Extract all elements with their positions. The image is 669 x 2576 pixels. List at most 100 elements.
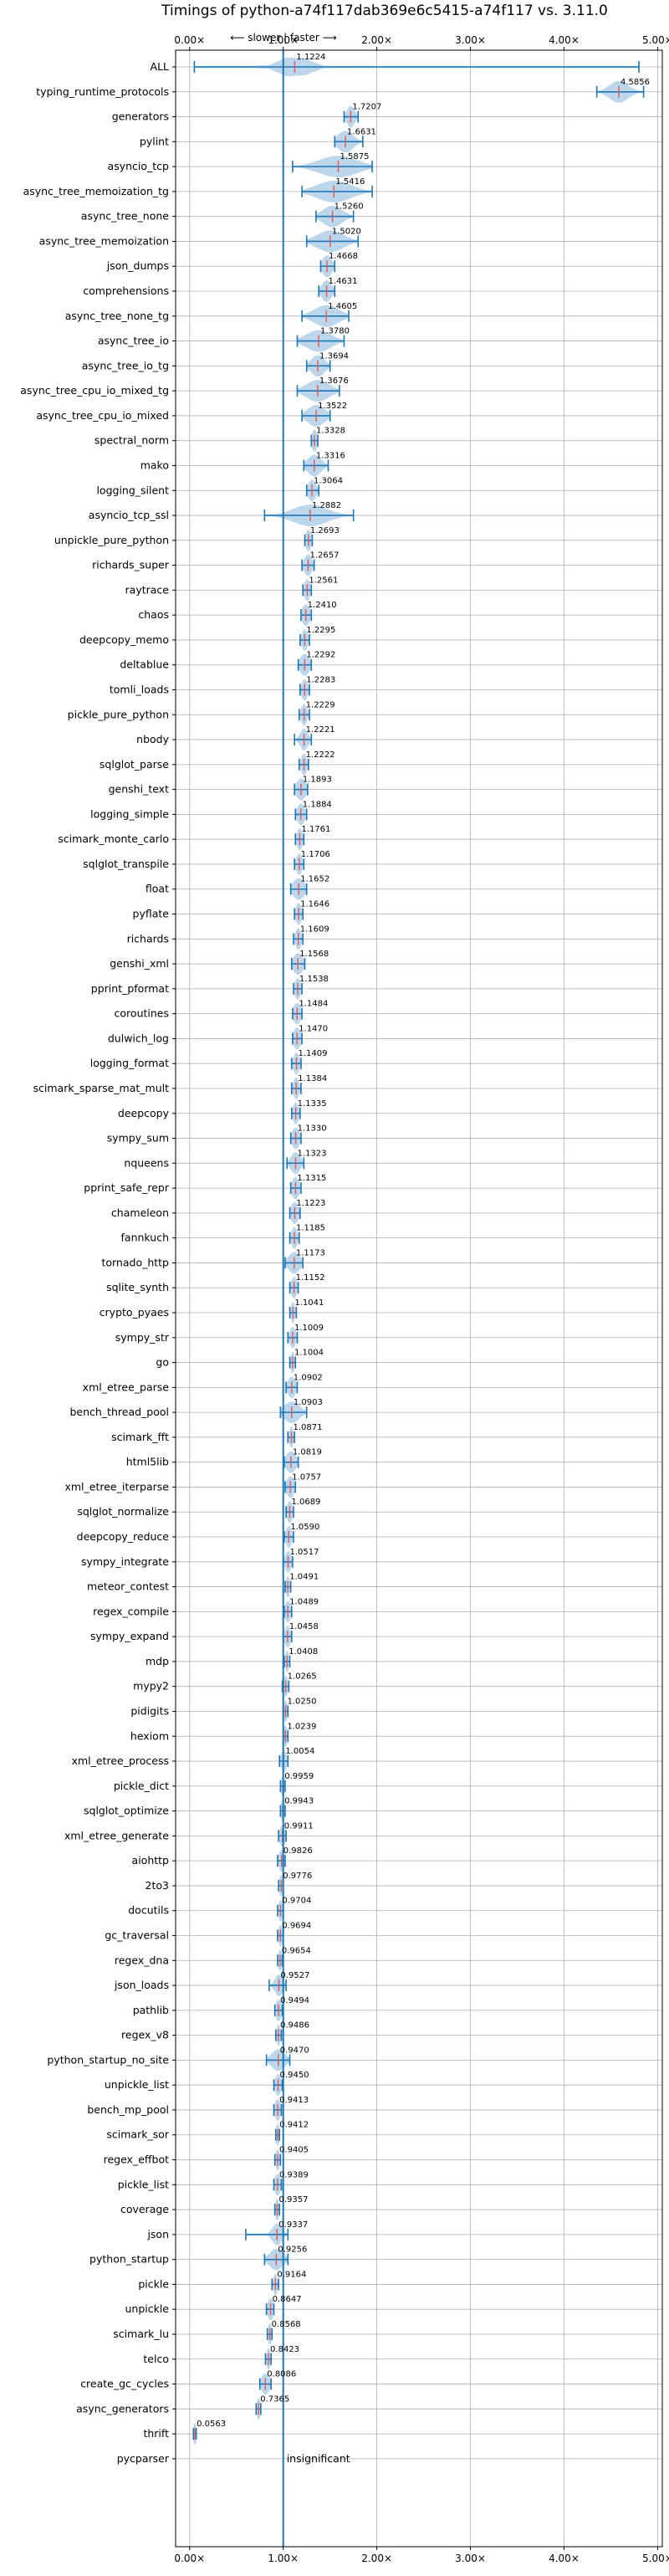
benchmark-label: regex_compile bbox=[93, 1605, 169, 1617]
benchmark-label: richards_super bbox=[92, 559, 170, 571]
median-value-label: 1.0491 bbox=[289, 1573, 319, 1582]
median-value-label: 0.8086 bbox=[267, 2370, 296, 2379]
median-value-label: 1.0902 bbox=[294, 1373, 323, 1382]
median-value-label: 1.1484 bbox=[299, 1000, 328, 1009]
median-value-label: 0.9413 bbox=[279, 2096, 309, 2105]
median-value-label: 1.2221 bbox=[306, 725, 335, 735]
median-value-label: 1.3328 bbox=[316, 427, 345, 436]
median-value-label: 1.7207 bbox=[352, 103, 381, 112]
benchmark-label: docutils bbox=[128, 1904, 169, 1917]
benchmark-label: unpickle bbox=[125, 2302, 169, 2315]
x-tick-label-bottom: 2.00× bbox=[361, 2553, 392, 2564]
benchmark-label: pidigits bbox=[130, 1704, 169, 1717]
benchmark-label: float bbox=[146, 883, 169, 895]
benchmark-label: logging_simple bbox=[90, 807, 169, 820]
median-value-label: 0.9959 bbox=[284, 1772, 314, 1781]
benchmark-label: pyflate bbox=[133, 908, 170, 920]
median-value-label: 0.8647 bbox=[273, 2295, 302, 2304]
benchmark-label: asyncio_tcp_ssl bbox=[89, 509, 169, 521]
benchmark-label: genshi_xml bbox=[110, 957, 169, 970]
benchmark-label: deepcopy_memo bbox=[79, 633, 169, 646]
median-value-label: 1.0458 bbox=[289, 1622, 319, 1631]
benchmark-label: tornado_http bbox=[101, 1256, 169, 1268]
median-value-label: 1.4631 bbox=[329, 277, 358, 286]
median-value-label: 1.1646 bbox=[300, 900, 329, 909]
median-value-label: 1.1609 bbox=[300, 924, 329, 934]
benchmark-label: create_gc_cycles bbox=[80, 2378, 169, 2390]
median-value-label: 1.2229 bbox=[306, 700, 335, 709]
benchmark-label: async_tree_none_tg bbox=[65, 310, 169, 322]
benchmark-label: pprint_safe_repr bbox=[84, 1181, 170, 1194]
median-value-label: 0.9412 bbox=[279, 2121, 309, 2130]
median-value-label: 1.5875 bbox=[340, 152, 369, 161]
benchmark-label: python_startup bbox=[89, 2253, 169, 2266]
median-value-label: 1.0517 bbox=[289, 1548, 319, 1557]
benchmark-label: async_tree_io_tg bbox=[82, 359, 169, 371]
benchmark-label: deepcopy bbox=[118, 1107, 170, 1119]
median-value-label: 1.0054 bbox=[285, 1747, 314, 1756]
benchmark-label: 2to3 bbox=[146, 1879, 169, 1892]
direction-label: ⟵ slower | faster ⟶ bbox=[230, 32, 337, 44]
median-value-label: 0.9494 bbox=[280, 1996, 309, 2005]
median-value-label: 0.9450 bbox=[280, 2071, 309, 2080]
median-value-label: 1.1568 bbox=[299, 950, 329, 959]
median-value-label: 1.2561 bbox=[309, 576, 338, 585]
median-value-label: 1.3676 bbox=[319, 376, 349, 386]
benchmark-label: sqlglot_normalize bbox=[77, 1505, 169, 1518]
benchmark-label: sympy_sum bbox=[107, 1132, 169, 1145]
benchmark-label: dulwich_log bbox=[108, 1032, 169, 1044]
benchmark-label: aiohttp bbox=[132, 1854, 170, 1867]
benchmark-label: xml_etree_generate bbox=[64, 1829, 169, 1841]
median-value-label: 0.9826 bbox=[283, 1846, 313, 1856]
benchmark-label: scimark_sparse_mat_mult bbox=[33, 1082, 170, 1094]
benchmark-label: thrift bbox=[143, 2427, 169, 2440]
median-value-label: 1.1409 bbox=[298, 1049, 327, 1058]
median-value-label: 0.9694 bbox=[282, 1922, 311, 1931]
benchmark-label: chaos bbox=[138, 608, 169, 621]
benchmark-label: async_generators bbox=[76, 2402, 169, 2415]
x-tick-label-top: 5.00× bbox=[642, 34, 669, 46]
benchmark-label: regex_v8 bbox=[121, 2029, 169, 2041]
label-layer: ALL 1.1224 typing_runtime_protocols 4.5856 g… bbox=[20, 53, 650, 2465]
benchmark-label: xml_etree_parse bbox=[83, 1380, 170, 1393]
median-value-label: 1.1335 bbox=[298, 1099, 327, 1109]
median-value-label: 1.1185 bbox=[296, 1224, 325, 1233]
median-value-label: 1.0871 bbox=[293, 1423, 322, 1432]
median-value-label: 1.3316 bbox=[316, 451, 345, 460]
median-value-label: 1.1470 bbox=[299, 1024, 328, 1033]
median-value-label: 1.2882 bbox=[312, 501, 341, 510]
median-value-label: 0.9527 bbox=[280, 1971, 309, 1980]
benchmark-label: python_startup_no_site bbox=[47, 2053, 169, 2066]
benchmark-label: sympy_expand bbox=[90, 1630, 169, 1642]
violin-layer bbox=[192, 57, 645, 2445]
benchmark-label: ALL bbox=[151, 60, 170, 73]
x-tick-label-bottom: 5.00× bbox=[642, 2553, 669, 2564]
benchmark-label: scimark_sor bbox=[106, 2128, 169, 2141]
x-tick-label-bottom: 4.00× bbox=[549, 2553, 580, 2564]
benchmark-label: pycparser bbox=[117, 2452, 170, 2465]
median-value-label: 1.1706 bbox=[301, 850, 330, 859]
median-value-label: 1.2283 bbox=[306, 676, 335, 685]
benchmark-label: mdp bbox=[146, 1655, 169, 1667]
benchmark-label: sqlglot_parse bbox=[100, 758, 169, 771]
axis-layer: 0.00× 0.00× 1.00× 1.00× 2.00× 2.00× 3.00× 3.00×… bbox=[172, 34, 669, 2564]
median-value-label: 0.9164 bbox=[277, 2270, 306, 2279]
benchmark-label: spectral_norm bbox=[94, 434, 169, 447]
median-value-label: 1.2410 bbox=[308, 601, 337, 610]
median-value-label: 1.0265 bbox=[288, 1672, 317, 1682]
median-value-label: 1.1041 bbox=[294, 1298, 324, 1308]
median-value-label: 1.2292 bbox=[306, 651, 335, 660]
x-tick-label-bottom: 0.00× bbox=[174, 2553, 205, 2564]
median-value-label: 1.1323 bbox=[298, 1149, 327, 1158]
median-value-label: 1.1315 bbox=[297, 1174, 326, 1183]
benchmark-label: pickle_list bbox=[118, 2178, 169, 2190]
benchmark-label: async_tree_memoization_tg bbox=[23, 185, 169, 197]
benchmark-label: bench_thread_pool bbox=[69, 1406, 169, 1418]
benchmark-label: bench_mp_pool bbox=[87, 2103, 169, 2116]
median-value-label: 1.2657 bbox=[309, 551, 339, 561]
median-value-label: 1.1538 bbox=[299, 975, 329, 984]
median-value-label: 1.0903 bbox=[294, 1398, 323, 1407]
median-value-label: 1.0250 bbox=[288, 1697, 317, 1706]
benchmark-label: deepcopy_reduce bbox=[77, 1530, 170, 1543]
